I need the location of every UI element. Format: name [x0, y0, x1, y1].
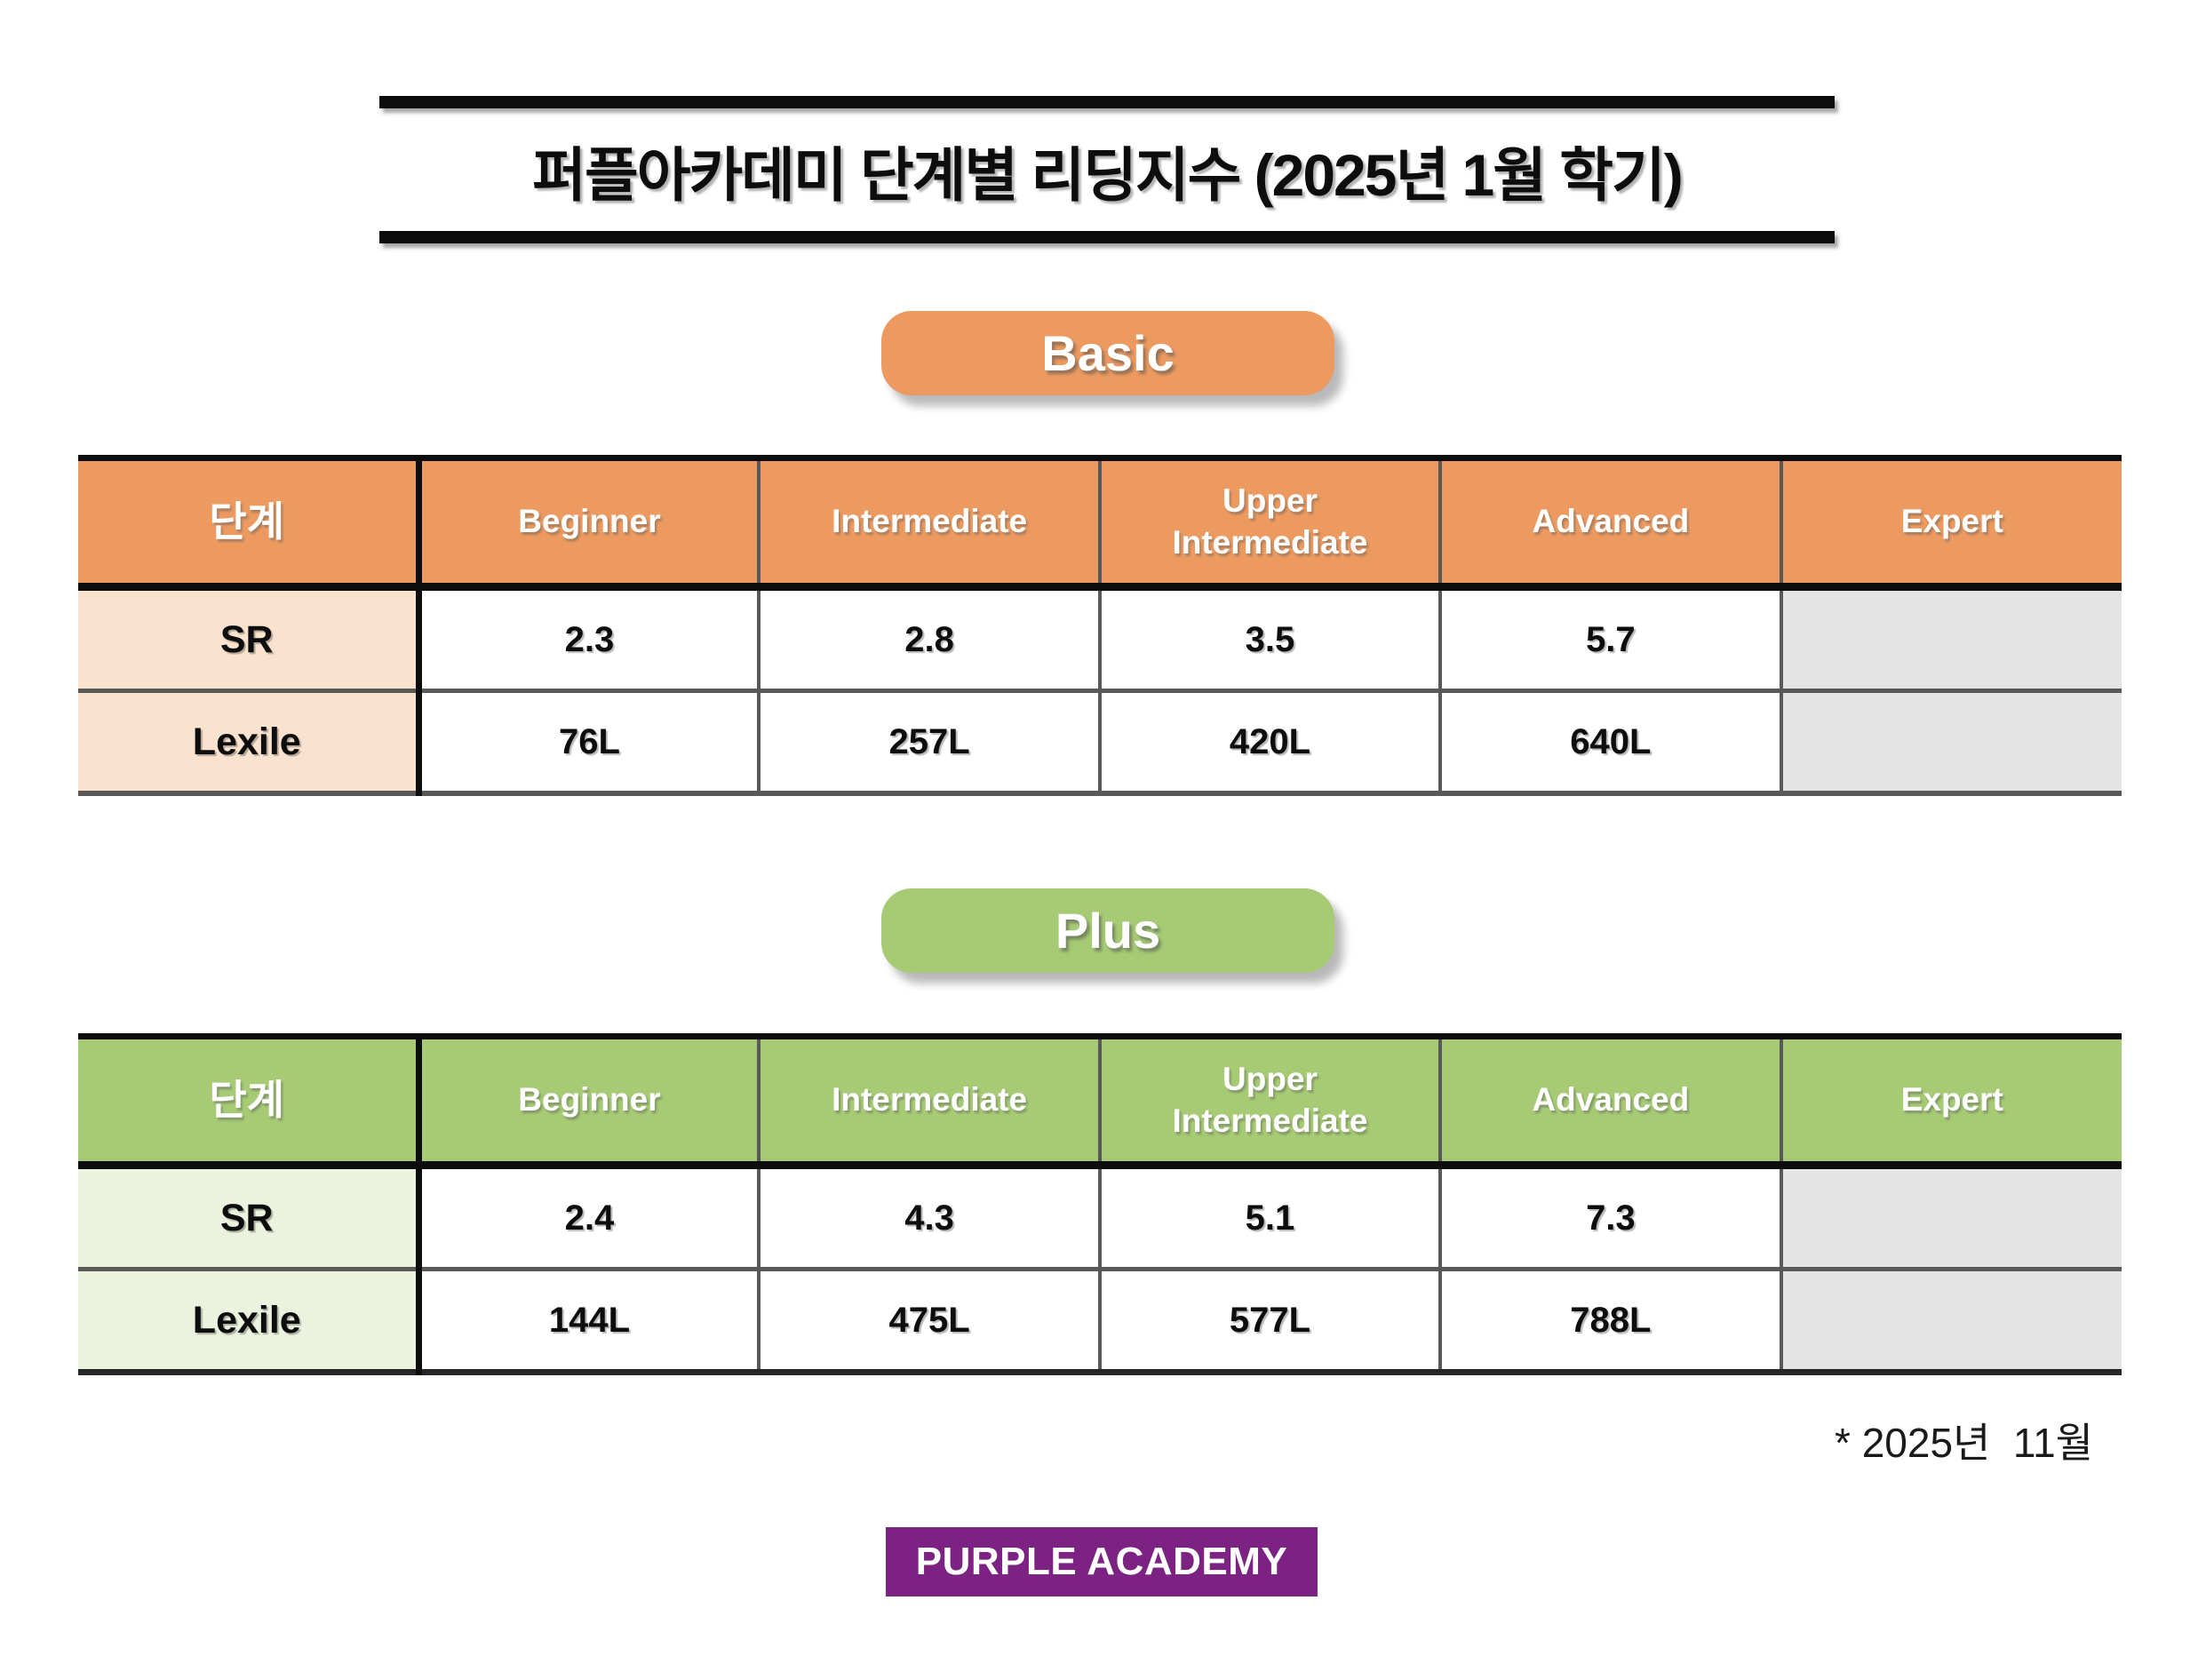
basic-header-cell-advanced: Advanced — [1440, 458, 1783, 587]
basic-header-cell-level: 단계 — [78, 458, 422, 587]
basic-header-level-label: 단계 — [209, 498, 285, 545]
basic-sr-upper-intermediate-value: 3.5 — [1099, 586, 1443, 691]
basic-header-beginner-label: Beginner — [518, 503, 661, 540]
basic-header-advanced-label: Advanced — [1532, 503, 1690, 540]
plus-header-cell-advanced: Advanced — [1440, 1036, 1783, 1166]
basic-table-row-lexile: Lexile 76L 257L 420L 640L — [78, 690, 2122, 793]
basic-header-cell-beginner: Beginner — [418, 458, 761, 587]
plus-level-table: 단계 Beginner Intermediate Upper Intermedi… — [78, 1033, 2122, 1375]
basic-header-expert-label: Expert — [1900, 503, 2003, 540]
basic-header-intermediate-label: Intermediate — [832, 503, 1028, 540]
plus-header-upper-intermediate-label: Upper Intermediate — [1172, 1061, 1368, 1139]
plus-header-advanced-label: Advanced — [1532, 1081, 1690, 1119]
brand-logo: PURPLE ACADEMY — [886, 1527, 1318, 1596]
title-top-rule — [379, 96, 1835, 108]
plus-sr-upper-intermediate-value: 5.1 — [1099, 1165, 1443, 1270]
brand-logo-text: PURPLE ACADEMY — [915, 1540, 1288, 1583]
plus-header-cell-level: 단계 — [78, 1036, 422, 1166]
basic-lexile-beginner-value: 76L — [418, 690, 761, 793]
basic-header-cell-intermediate: Intermediate — [759, 458, 1102, 587]
plus-lexile-expert-value — [1780, 1269, 2122, 1373]
plus-header-cell-intermediate: Intermediate — [759, 1036, 1102, 1166]
plus-sr-beginner-value: 2.4 — [418, 1165, 761, 1270]
plus-lexile-beginner-value: 144L — [418, 1269, 761, 1373]
title-bottom-rule — [379, 231, 1835, 243]
plus-table-header-row: 단계 Beginner Intermediate Upper Intermedi… — [78, 1036, 2122, 1166]
basic-table-header-row: 단계 Beginner Intermediate Upper Intermedi… — [78, 458, 2122, 587]
basic-level-table: 단계 Beginner Intermediate Upper Intermedi… — [78, 455, 2122, 796]
plus-sr-intermediate-value: 4.3 — [759, 1165, 1102, 1270]
basic-table-row-sr: SR 2.3 2.8 3.5 5.7 — [78, 586, 2122, 691]
plus-table-row-sr: SR 2.4 4.3 5.1 7.3 — [78, 1165, 2122, 1270]
footnote: * 2025년 11월 — [1835, 1420, 2093, 1466]
plus-sr-row-label: SR — [78, 1165, 422, 1270]
basic-sr-advanced-value: 5.7 — [1440, 586, 1783, 691]
section-badge-plus: Plus — [881, 888, 1334, 973]
basic-lexile-advanced-value: 640L — [1440, 690, 1783, 793]
title-block: 퍼플아카데미 단계별 리딩지수 (2025년 1월 학기) — [379, 96, 1835, 243]
basic-lexile-intermediate-value: 257L — [759, 690, 1102, 793]
plus-header-cell-beginner: Beginner — [418, 1036, 761, 1166]
page-title: 퍼플아카데미 단계별 리딩지수 (2025년 1월 학기) — [532, 142, 1683, 208]
basic-lexile-expert-value — [1780, 690, 2122, 793]
basic-lexile-upper-intermediate-value: 420L — [1099, 690, 1443, 793]
section-badge-plus-label: Plus — [1055, 903, 1161, 959]
plus-header-cell-expert: Expert — [1780, 1036, 2122, 1166]
basic-lexile-row-label: Lexile — [78, 690, 422, 793]
section-badge-basic: Basic — [881, 311, 1334, 395]
plus-lexile-row-label: Lexile — [78, 1269, 422, 1373]
plus-lexile-upper-intermediate-value: 577L — [1099, 1269, 1443, 1373]
plus-header-level-label: 단계 — [209, 1076, 285, 1123]
plus-header-expert-label: Expert — [1900, 1081, 2003, 1119]
plus-table-row-lexile: Lexile 144L 475L 577L 788L — [78, 1269, 2122, 1373]
basic-header-cell-upper-intermediate: Upper Intermediate — [1099, 458, 1443, 587]
plus-header-cell-upper-intermediate: Upper Intermediate — [1099, 1036, 1443, 1166]
basic-header-cell-expert: Expert — [1780, 458, 2122, 587]
plus-sr-expert-value — [1780, 1165, 2122, 1270]
basic-sr-beginner-value: 2.3 — [418, 586, 761, 691]
plus-lexile-advanced-value: 788L — [1440, 1269, 1783, 1373]
section-badge-basic-label: Basic — [1041, 325, 1175, 381]
basic-sr-row-label: SR — [78, 586, 422, 691]
basic-header-upper-intermediate-label: Upper Intermediate — [1172, 482, 1368, 561]
basic-sr-expert-value — [1780, 586, 2122, 691]
plus-lexile-intermediate-value: 475L — [759, 1269, 1102, 1373]
plus-header-beginner-label: Beginner — [518, 1081, 661, 1119]
plus-header-intermediate-label: Intermediate — [832, 1081, 1028, 1119]
plus-sr-advanced-value: 7.3 — [1440, 1165, 1783, 1270]
basic-sr-intermediate-value: 2.8 — [759, 586, 1102, 691]
